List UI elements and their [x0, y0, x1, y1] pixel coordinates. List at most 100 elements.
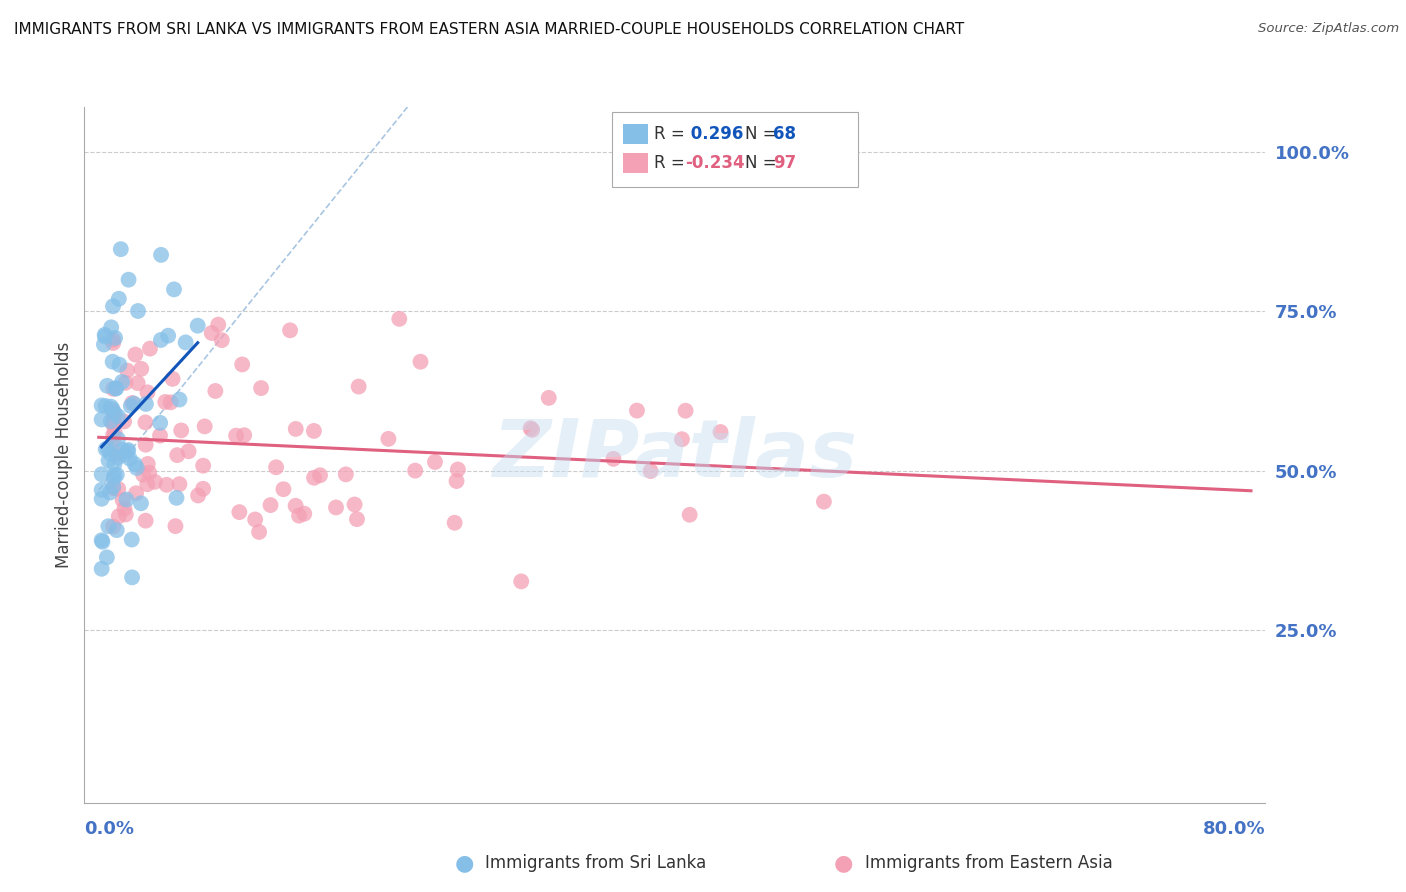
Point [105, 467, 128, 482]
Point [101, 416, 124, 430]
Point [288, 508, 311, 523]
Point [103, 458, 125, 472]
Point [129, 361, 152, 376]
Point [166, 448, 188, 462]
Point [101, 402, 124, 417]
Point [101, 333, 124, 347]
Point [114, 376, 136, 390]
Point [100, 400, 122, 414]
Point [111, 492, 134, 507]
Point [292, 507, 315, 521]
Point [117, 273, 139, 287]
Point [97, 453, 120, 467]
Point [121, 533, 143, 547]
Point [259, 498, 281, 512]
Point [132, 467, 155, 482]
Point [105, 381, 128, 395]
Point [101, 410, 124, 425]
Point [163, 282, 186, 296]
Point [537, 391, 560, 405]
Point [101, 404, 124, 418]
Point [162, 372, 184, 386]
Point [709, 425, 731, 439]
Point [107, 509, 129, 524]
Point [136, 385, 159, 400]
Point [325, 500, 347, 515]
Text: IMMIGRANTS FROM SRI LANKA VS IMMIGRANTS FROM EASTERN ASIA MARRIED-COUPLE HOUSEHO: IMMIGRANTS FROM SRI LANKA VS IMMIGRANTS … [14, 22, 965, 37]
Point [347, 379, 370, 393]
Point [103, 468, 125, 483]
Point [107, 450, 129, 465]
Point [170, 424, 193, 438]
Point [309, 468, 332, 483]
Point [225, 428, 247, 442]
Point [136, 457, 159, 471]
Text: 97: 97 [773, 154, 797, 172]
Point [813, 494, 835, 508]
Point [284, 422, 307, 436]
Point [120, 399, 142, 413]
Point [124, 347, 146, 361]
Point [231, 358, 253, 372]
Point [127, 304, 149, 318]
Point [90, 412, 112, 426]
Point [675, 403, 697, 417]
Point [115, 363, 138, 377]
Y-axis label: Married-couple Households: Married-couple Households [55, 342, 73, 568]
Point [100, 320, 122, 334]
Point [250, 381, 273, 395]
Point [159, 395, 181, 409]
Point [679, 508, 702, 522]
Point [388, 311, 411, 326]
Text: ●: ● [834, 854, 853, 873]
Point [101, 519, 124, 533]
Point [114, 508, 136, 522]
Point [143, 475, 166, 489]
Point [108, 292, 131, 306]
Point [346, 512, 368, 526]
Point [94, 399, 117, 413]
Point [101, 299, 124, 313]
Point [101, 417, 124, 432]
Point [602, 451, 624, 466]
Point [284, 499, 307, 513]
Point [98, 485, 121, 500]
Point [443, 516, 465, 530]
Point [100, 414, 122, 428]
Point [111, 375, 134, 389]
Point [149, 333, 172, 347]
Text: -0.234: -0.234 [685, 154, 744, 172]
Point [377, 432, 399, 446]
Point [103, 481, 125, 495]
Point [104, 331, 127, 345]
Point [125, 486, 148, 500]
Point [302, 471, 325, 485]
Point [174, 335, 197, 350]
Point [201, 326, 224, 340]
Point [107, 482, 129, 496]
Point [101, 479, 124, 493]
Text: Source: ZipAtlas.com: Source: ZipAtlas.com [1258, 22, 1399, 36]
Point [510, 574, 533, 589]
Point [135, 438, 157, 452]
Point [157, 328, 180, 343]
Point [446, 474, 468, 488]
Text: 0.0%: 0.0% [84, 821, 135, 838]
Point [166, 491, 188, 505]
Text: 80.0%: 80.0% [1202, 821, 1265, 838]
Point [122, 396, 145, 410]
Point [101, 335, 124, 350]
Point [108, 358, 131, 372]
Text: ●: ● [454, 854, 474, 873]
Text: N =: N = [745, 154, 782, 172]
Point [90, 467, 112, 482]
Point [90, 533, 112, 548]
Point [423, 455, 446, 469]
Point [100, 446, 122, 460]
Point [121, 396, 143, 410]
Point [204, 384, 226, 398]
Text: R =: R = [654, 154, 690, 172]
Point [191, 482, 214, 496]
Point [228, 505, 250, 519]
Point [169, 477, 191, 491]
